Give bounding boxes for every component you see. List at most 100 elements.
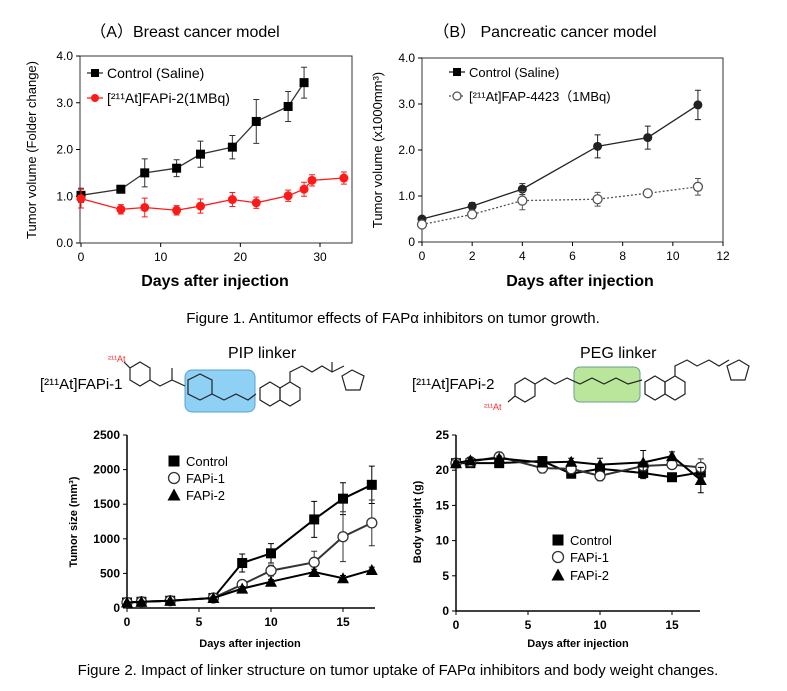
y-tick-label: 0.0: [56, 236, 73, 250]
series--at-fapi-2-1mbq-: [76, 171, 349, 218]
at211-isotope-label: ²¹¹At: [108, 354, 126, 364]
square-marker: [227, 142, 237, 152]
series-control-saline-: [417, 89, 703, 224]
square-marker: [91, 69, 99, 77]
y-tick-label: 4.0: [56, 49, 73, 63]
x-tick-label: 30: [313, 250, 327, 264]
circle-marker: [593, 141, 603, 151]
square-marker: [168, 455, 180, 467]
x-tick-label: 10: [593, 618, 607, 632]
y-tick-label: 1000: [93, 532, 120, 546]
legend-label: FAPi-2: [570, 568, 609, 583]
x-tick-label: 20: [234, 250, 248, 264]
y-tick-label: 0: [442, 604, 449, 618]
open-circle-marker: [337, 531, 349, 543]
y-tick-label: 2000: [93, 463, 120, 477]
y-tick-label: 5: [442, 569, 449, 583]
open-circle-marker: [692, 181, 704, 192]
square-marker: [116, 184, 126, 194]
legend-item: Control (Saline): [87, 65, 204, 81]
circle-marker: [196, 201, 205, 211]
legend-item: Control: [168, 454, 228, 469]
chart-title: （A）Breast cancer model: [90, 23, 279, 41]
triangle-marker: [694, 474, 707, 486]
circle-marker: [76, 194, 86, 204]
circle-marker: [283, 191, 293, 201]
fapi-2-compound-label: [²¹¹At]FAPi-2: [412, 376, 495, 393]
triangle-marker: [594, 458, 606, 470]
square-marker: [453, 68, 461, 76]
triangle-marker: [666, 450, 678, 462]
legend-item: [²¹¹At]FAP-4423（1MBq): [449, 89, 611, 104]
y-axis-label: Tumor size (mm³): [68, 476, 80, 567]
at211-isotope-label: ²¹¹At: [484, 402, 502, 412]
y-tick-label: 1500: [93, 497, 120, 511]
legend-item: FAPi-2: [551, 568, 609, 583]
fapi-1-skeleton-icon: [123, 361, 365, 407]
square-marker: [266, 548, 276, 559]
x-axis-label: Days after injection: [199, 638, 301, 650]
open-circle-marker: [308, 556, 320, 568]
x-tick-label: 0: [453, 618, 460, 632]
y-tick-label: 15: [436, 498, 450, 512]
chart-title: （B） Pancreatic cancer model: [433, 23, 656, 41]
series-line: [456, 460, 701, 479]
legend-label: Control: [570, 533, 612, 548]
x-axis-label: Days after injection: [527, 638, 629, 650]
legend-label: Control (Saline): [469, 65, 559, 80]
x-tick-label: 0: [124, 615, 131, 629]
circle-marker: [91, 94, 99, 102]
plot-frame: [79, 55, 353, 244]
y-axis-label: Tumor volume (x1000mm³): [370, 72, 385, 228]
triangle-marker: [167, 488, 181, 501]
y-axis-label: Body weight (g): [412, 480, 424, 563]
peg-linker-title: PEG linker: [580, 345, 657, 362]
x-tick-label: 2: [469, 249, 476, 263]
peg-linker-highlight: [573, 366, 641, 403]
y-tick-label: 4.0: [398, 51, 415, 65]
x-tick-label: 5: [525, 618, 532, 632]
legend-label: FAPi-2: [186, 488, 225, 503]
circle-marker: [307, 175, 317, 185]
legend-label: Control: [186, 454, 228, 469]
circle-marker: [299, 184, 309, 194]
triangle-marker: [536, 456, 549, 468]
legend-item: FAPi-1: [551, 550, 609, 565]
y-tick-label: 2.0: [56, 143, 73, 157]
fapi-2-skeleton-icon: [507, 359, 750, 403]
circle-marker: [140, 202, 150, 212]
y-tick-label: 500: [100, 566, 120, 580]
structure-fapi-2: PEG linker [²¹¹At]FAPi-2 ²¹¹At: [412, 345, 750, 412]
circle-marker: [467, 201, 477, 211]
chart-0: 0.0 1.0 2.0 3.0 4.0 0 10 20 30 Days after injecti…: [24, 23, 353, 290]
square-marker: [667, 472, 677, 483]
triangle-marker: [337, 572, 349, 584]
x-axis-label: Days after injection: [506, 273, 654, 290]
series-control-saline-: [76, 66, 309, 203]
square-marker: [251, 116, 261, 126]
series-fapi-2: [450, 449, 707, 494]
y-tick-label: 10: [436, 534, 450, 548]
x-axis-label: Days after injection: [141, 273, 289, 290]
chart-1: 0 1.0 2.0 3.0 4.0 0 2 4 6 8 10 12 Days after injecti…: [370, 23, 730, 290]
y-tick-label: 1.0: [398, 189, 415, 203]
circle-marker: [251, 198, 261, 208]
square-marker: [309, 514, 320, 525]
legend-item: [²¹¹At]FAPi-2(1MBq): [87, 90, 230, 106]
chart-2: 0 500 1000 1500 2000 2500 0 5 10 15 Days after inj…: [68, 428, 378, 650]
triangle-marker: [207, 591, 220, 603]
x-tick-label: 10: [154, 250, 168, 264]
triangle-marker: [308, 566, 321, 578]
open-circle-marker: [452, 91, 462, 101]
triangle-marker: [493, 452, 506, 464]
y-tick-label: 25: [436, 428, 450, 442]
open-circle-marker: [366, 517, 378, 529]
figure1-caption: Figure 1. Antitumor effects of FAPα inhi…: [186, 310, 600, 327]
triangle-marker: [236, 582, 249, 594]
x-tick-label: 15: [336, 615, 350, 629]
open-circle-marker: [642, 188, 653, 199]
series-fapi-2: [121, 563, 378, 608]
x-tick-label: 10: [264, 615, 278, 629]
y-tick-label: 3.0: [56, 96, 73, 110]
